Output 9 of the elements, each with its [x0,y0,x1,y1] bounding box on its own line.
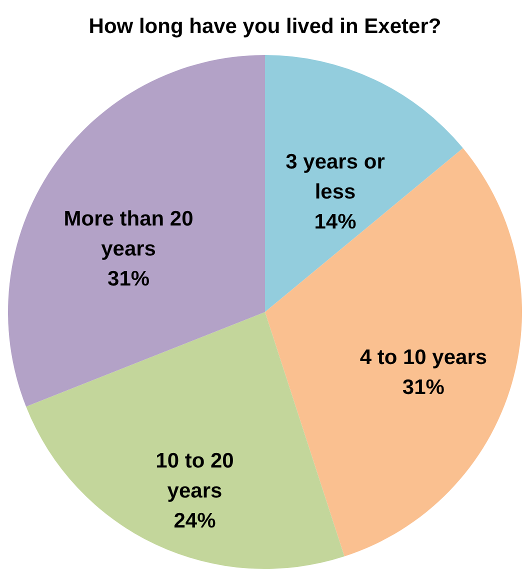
slice-label: 3 years or less [286,150,385,204]
data-label: 31% [108,267,150,290]
slice-label: 10 to 20 years [156,449,234,502]
data-label: 14% [314,210,357,234]
data-label: 31% [402,376,445,400]
slice-label: More than 20 years [64,207,194,260]
slice-label: 4 to 10 years [360,346,488,370]
data-label: 24% [174,509,216,532]
chart-title: How long have you lived in Exeter? [88,15,442,38]
